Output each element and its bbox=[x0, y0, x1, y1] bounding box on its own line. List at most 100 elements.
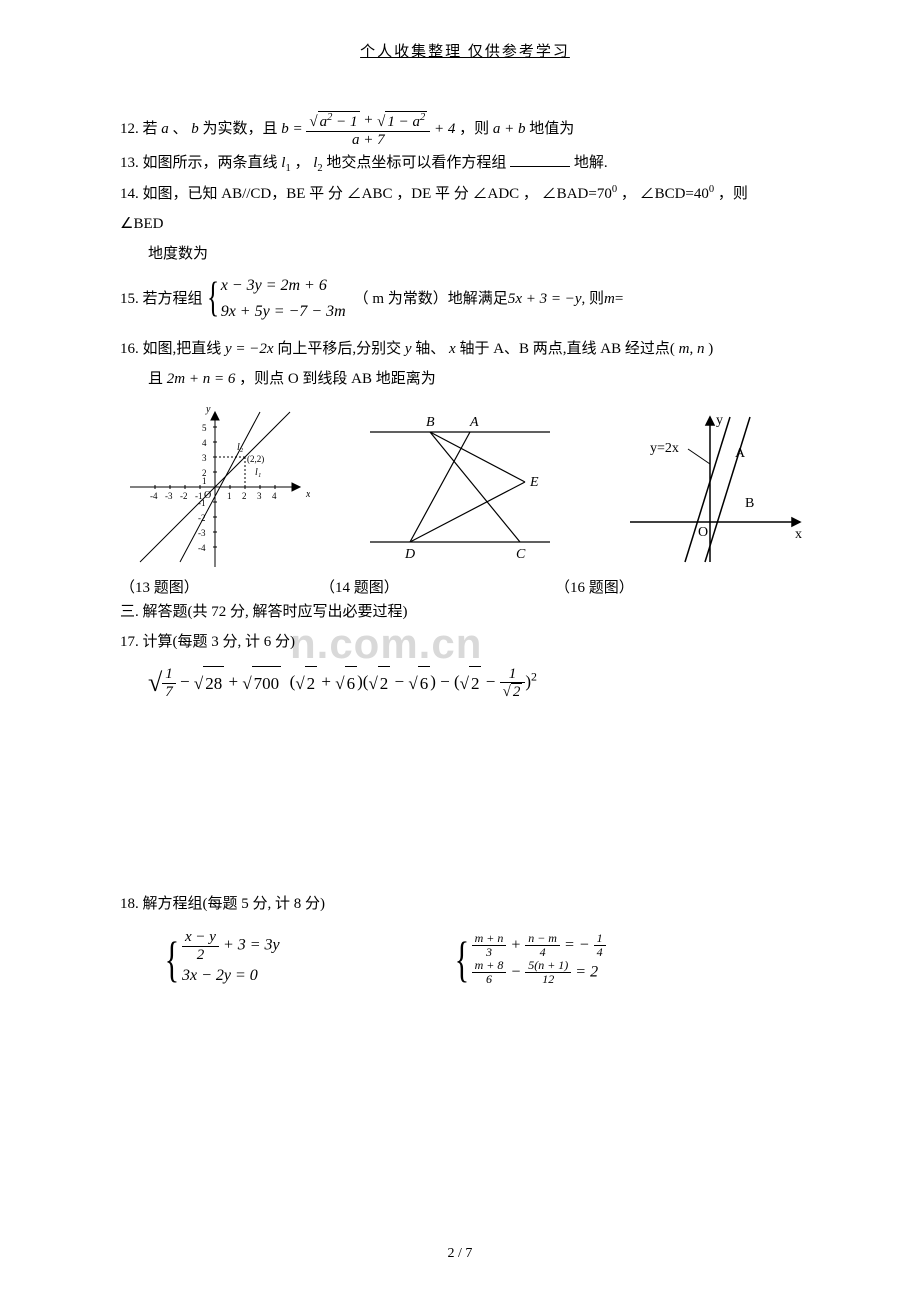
q18l-eq1: x − y2 + 3 = 3y bbox=[182, 929, 280, 963]
fig16-O: O bbox=[698, 525, 708, 540]
q14-r1c: ，则 bbox=[718, 186, 748, 202]
q17-f1d: 7 bbox=[162, 684, 176, 701]
q18r1rd: 4 bbox=[594, 946, 606, 959]
q15-eq1: x − 3y = 2m + 6 bbox=[221, 273, 346, 299]
q18r2bd: 12 bbox=[525, 973, 571, 986]
q13-pre: 13. 如图所示，两条直线 bbox=[120, 155, 278, 171]
fig13-l1: l₁ bbox=[255, 467, 261, 478]
q16-r1e: ) bbox=[708, 341, 713, 357]
q17-expr: √17 − √28 + √700 (√2 + √6)(√2 − √6) − (√… bbox=[120, 657, 810, 709]
q15-m: m bbox=[604, 284, 615, 314]
fig13-x: x bbox=[305, 489, 310, 500]
q16-r2a: 且 bbox=[148, 371, 163, 387]
q18r2ad: 6 bbox=[472, 973, 507, 986]
fig16: y=2x A B O x y bbox=[610, 402, 810, 572]
q17-r28: 28 bbox=[203, 666, 224, 701]
fig16-ylbl: y bbox=[716, 413, 723, 428]
fig13-yt0: 5 bbox=[202, 423, 207, 433]
fig13-y: y bbox=[205, 404, 211, 415]
q14-row1: 14. 如图，已知 AB//CD，BE 平 分 ∠ABC ，DE 平 分 ∠AD… bbox=[120, 179, 810, 209]
q16-row2: 且 2m + n = 6 ，则点 O 到线段 AB 地距离为 bbox=[120, 364, 810, 394]
q18r1rn: 1 bbox=[594, 932, 606, 946]
q14-bed: ∠BED bbox=[120, 216, 163, 232]
q18l-brace: { bbox=[165, 939, 179, 979]
q14-r1b: ， ∠BCD=40 bbox=[621, 186, 709, 202]
q16-mn: m, n bbox=[679, 341, 705, 357]
section3: 三. 解答题(共 72 分, 解答时应写出必要过程) bbox=[120, 597, 810, 627]
q18r-eq1: m + n3 + n − m4 = − 14 bbox=[472, 932, 606, 959]
q17-r2b: 2 bbox=[378, 666, 391, 701]
fig14-D: D bbox=[404, 547, 415, 562]
q15: 15. 若方程组 { x − 3y = 2m + 6 9x + 5y = −7 … bbox=[120, 273, 810, 324]
fig16-y2x: y=2x bbox=[650, 441, 679, 456]
q18r1bd: 4 bbox=[525, 946, 560, 959]
q13: 13. 如图所示，两条直线 l1 ， l2 地交点坐标可以看作方程组 地解. bbox=[120, 148, 810, 179]
q18r-brace: { bbox=[454, 939, 468, 979]
q16-xax: x bbox=[449, 341, 456, 357]
q13-mid: 地交点坐标可以看作方程组 bbox=[326, 155, 506, 171]
q18-right: { m + n3 + n − m4 = − 14 m + 86 − 5(n + … bbox=[450, 929, 606, 989]
q18-left: { x − y2 + 3 = 3y 3x − 2y = 0 bbox=[160, 929, 280, 989]
fig13-xt4: 1 bbox=[227, 491, 232, 501]
q15-eq2: 9x + 5y = −7 − 3m bbox=[221, 299, 346, 325]
q17-title: 17. 计算(每题 3 分, 计 6 分) bbox=[120, 627, 810, 657]
fig13-xt0: -4 bbox=[150, 491, 158, 501]
q16-r1c: 轴、 bbox=[415, 341, 445, 357]
q13-comma: ， bbox=[294, 155, 309, 171]
q16-r1d: 轴于 A、B 两点,直线 AB 经过点( bbox=[459, 341, 674, 357]
q18l-e1t: + 3 = 3y bbox=[223, 937, 280, 954]
q12-frac: √a2 − 1 + √1 − a2 a + 7 bbox=[306, 111, 430, 148]
q15-system: x − 3y = 2m + 6 9x + 5y = −7 − 3m bbox=[221, 273, 346, 324]
q18l-eq2: 3x − 2y = 0 bbox=[182, 963, 280, 989]
fig16-xlbl: x bbox=[795, 527, 802, 542]
fig13-yt2: 3 bbox=[202, 453, 207, 463]
q15-mid: （ m 为常数）地解满足 bbox=[354, 284, 508, 314]
q17-f1n: 1 bbox=[162, 666, 176, 684]
q12-sum: a + b bbox=[493, 121, 526, 137]
cap13: （13 题图） bbox=[120, 576, 320, 597]
q13-tail: 地解. bbox=[574, 155, 608, 171]
q16-yax: y bbox=[405, 341, 412, 357]
q17-r6b: 6 bbox=[418, 666, 431, 701]
fig13-pt: (2,2) bbox=[247, 454, 264, 464]
q12-mid2: ，则 bbox=[459, 121, 489, 137]
q15-pre: 15. 若方程组 bbox=[120, 284, 203, 314]
q18l-e1n: x − y bbox=[182, 929, 219, 947]
q17-r6a: 6 bbox=[345, 666, 358, 701]
q18l-e1d: 2 bbox=[182, 947, 219, 964]
fig16-A: A bbox=[735, 446, 746, 461]
fig14-C: C bbox=[516, 547, 526, 562]
q18r2bn: 5(n + 1) bbox=[525, 959, 571, 973]
q16-y2x: y = −2x bbox=[225, 341, 274, 357]
q14-row3: 地度数为 bbox=[120, 239, 810, 269]
fig13-xt7: 4 bbox=[272, 491, 277, 501]
fig13-xt2: -2 bbox=[180, 491, 188, 501]
q17-r2a: 2 bbox=[305, 666, 318, 701]
q13-l2sub: 2 bbox=[317, 163, 322, 174]
q18-row: { x − y2 + 3 = 3y 3x − 2y = 0 { m + n3 + bbox=[160, 929, 810, 989]
q15-cond: 5x + 3 = −y bbox=[508, 284, 582, 314]
q12-pre: 12. 若 bbox=[120, 121, 158, 137]
q12-b: b bbox=[191, 121, 199, 137]
fig13-xt6: 3 bbox=[257, 491, 262, 501]
fig13-yt1: 4 bbox=[202, 438, 207, 448]
q17-r700: 700 bbox=[252, 666, 282, 701]
q18r2an: m + 8 bbox=[472, 959, 507, 973]
q14-row2: ∠BED bbox=[120, 209, 810, 239]
fig14: B A E D C bbox=[350, 402, 570, 572]
q12: 12. 若 a 、 b 为实数，且 b = √a2 − 1 + √1 − a2 … bbox=[120, 111, 810, 148]
q12-a: a bbox=[161, 121, 169, 137]
q12-rad2-a: a bbox=[413, 114, 421, 130]
q12-tail: 地值为 bbox=[529, 121, 574, 137]
q18-title: 18. 解方程组(每题 5 分, 计 8 分) bbox=[120, 889, 810, 919]
fig16-B: B bbox=[745, 496, 754, 511]
fig13-yt8: -4 bbox=[198, 543, 206, 553]
cap14: （14 题图） bbox=[320, 576, 555, 597]
fig13-yt7: -3 bbox=[198, 528, 206, 538]
cap16: （16 题图） bbox=[555, 576, 634, 597]
page-header: 个人收集整理 仅供参考学习 bbox=[120, 40, 810, 61]
fig14-B: B bbox=[426, 415, 435, 430]
q12-eq: b = bbox=[281, 121, 302, 137]
q13-blank bbox=[510, 153, 570, 168]
figures-row: x y O -4 -3 -2 bbox=[120, 402, 810, 572]
